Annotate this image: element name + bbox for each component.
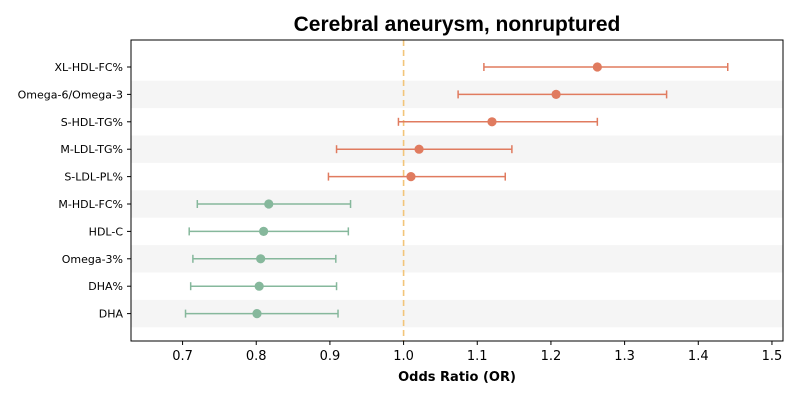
y-tick-label: M-LDL-TG%: [60, 143, 123, 156]
or-point: [252, 309, 262, 319]
x-tick-label: 1.2: [541, 349, 562, 364]
y-tick-label: Omega-3%: [62, 253, 123, 266]
or-point: [592, 62, 602, 72]
y-axis: XL-HDL-FC% Omega-6/Omega-3 S-HDL-TG% M-LDL-…: [18, 61, 131, 321]
x-tick-label: 1.3: [614, 349, 635, 364]
or-point: [414, 144, 424, 154]
or-point: [264, 199, 274, 209]
or-point: [259, 226, 269, 236]
y-tick-label: DHA%: [88, 280, 123, 293]
y-tick-label: DHA: [99, 308, 124, 321]
x-tick-label: 1.5: [762, 349, 783, 364]
or-point: [256, 254, 266, 264]
x-tick-label: 1.4: [688, 349, 709, 364]
y-tick-label: M-HDL-FC%: [58, 198, 123, 211]
chart-title: Cerebral aneurysm, nonruptured: [294, 13, 621, 36]
or-point: [551, 89, 561, 99]
or-point: [254, 281, 264, 291]
y-tick-label: XL-HDL-FC%: [54, 61, 123, 74]
or-point: [487, 117, 497, 127]
x-tick-label: 1.1: [467, 349, 488, 364]
plot-frame: [130, 39, 784, 342]
y-tick-label: S-LDL-PL%: [64, 171, 123, 184]
row-band: [131, 80, 783, 109]
y-tick-label: Omega-6/Omega-3: [18, 88, 123, 101]
x-tick-label: 1.0: [393, 349, 414, 364]
x-tick-label: 0.8: [246, 349, 267, 364]
odds-ratio-points: [252, 62, 602, 319]
x-axis-label: Odds Ratio (OR): [398, 370, 516, 385]
x-tick-label: 0.7: [172, 349, 193, 364]
x-axis: 0.7 0.8 0.9 1.0 1.1 1.2 1.3 1.4 1.5: [172, 341, 782, 364]
x-tick-label: 0.9: [320, 349, 341, 364]
y-tick-label: HDL-C: [89, 225, 124, 238]
y-tick-label: S-HDL-TG%: [61, 116, 123, 129]
or-point: [406, 172, 416, 182]
confidence-intervals: [184, 63, 729, 318]
